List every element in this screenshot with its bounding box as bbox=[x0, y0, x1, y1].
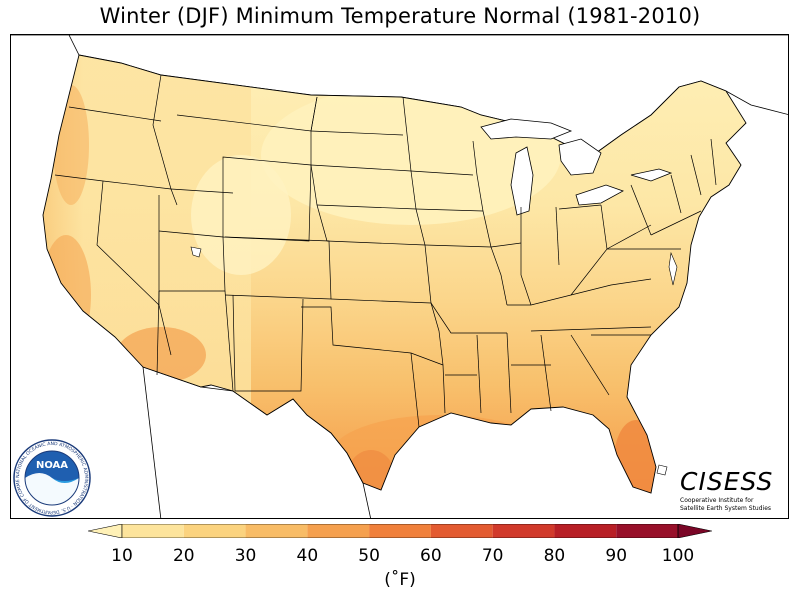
colorbar-tick-label: 60 bbox=[420, 546, 442, 566]
colorbar-over-triangle bbox=[677, 524, 712, 538]
colorbar-segment bbox=[554, 524, 617, 538]
colorbar-segment bbox=[245, 524, 308, 538]
great-lakes bbox=[480, 118, 673, 216]
us-outline bbox=[42, 54, 747, 494]
colorbar bbox=[88, 524, 712, 538]
colorbar-tick-label: 40 bbox=[296, 546, 319, 566]
colorbar-segment bbox=[369, 524, 431, 538]
colorbar-tick-label: 90 bbox=[605, 546, 628, 566]
colorbar-segment bbox=[307, 524, 370, 538]
noaa-logo: NATIONAL OCEANIC AND ATMOSPHERIC ADMINIS… bbox=[12, 438, 91, 517]
temperature-map bbox=[11, 35, 788, 518]
cisess-subtitle-2: Satellite Earth System Studies bbox=[680, 505, 772, 512]
colorbar-tick-label: 100 bbox=[661, 546, 695, 566]
colorbar-tick-label: 70 bbox=[481, 546, 504, 566]
colorbar-frame bbox=[121, 524, 679, 538]
noaa-logo-label: NOAA bbox=[36, 460, 68, 471]
colorbar-tick-label: 20 bbox=[172, 546, 195, 566]
colorbar-segment bbox=[492, 524, 555, 538]
colorbar-segment bbox=[430, 524, 493, 538]
map-title: Winter (DJF) Minimum Temperature Normal … bbox=[99, 4, 701, 28]
colorbar-segment bbox=[183, 524, 246, 538]
colorbar-tick-label: 10 bbox=[111, 546, 133, 566]
colorbar-unit: (˚F) bbox=[384, 570, 416, 590]
colorbar-tick-label: 30 bbox=[234, 546, 257, 566]
coast-details bbox=[190, 246, 678, 476]
cisess-name: CISESS bbox=[680, 467, 774, 496]
colorbar-tick-label: 80 bbox=[543, 546, 566, 566]
state-boundaries bbox=[54, 74, 717, 428]
colorbar-segment bbox=[616, 524, 678, 538]
colorbar-segment bbox=[122, 524, 184, 538]
map-panel bbox=[10, 34, 789, 519]
cisess-subtitle-1: Cooperative Institute for bbox=[680, 497, 754, 504]
colorbar-under-triangle bbox=[88, 524, 123, 538]
cisess-logo: CISESS Cooperative Institute for Satelli… bbox=[680, 467, 780, 513]
colorbar-tick-label: 50 bbox=[358, 546, 380, 566]
